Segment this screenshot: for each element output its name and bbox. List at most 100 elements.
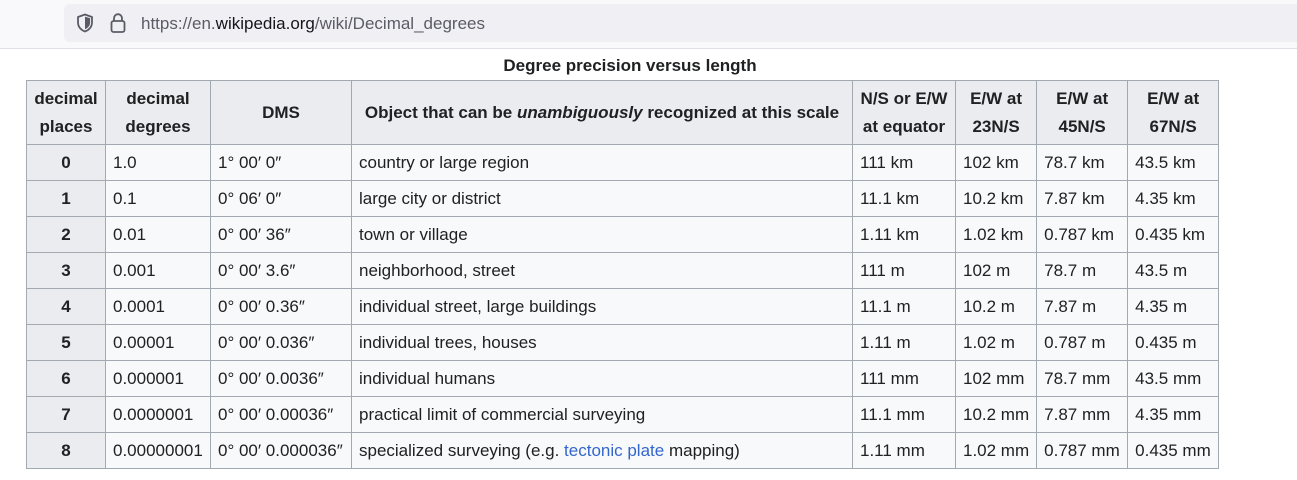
cell-places: 2 — [26, 216, 106, 253]
object-text: mapping) — [664, 440, 740, 460]
cell-ew67: 4.35 m — [1127, 288, 1220, 325]
cell-ew67: 4.35 mm — [1127, 396, 1220, 433]
header-text: decimal — [126, 88, 190, 108]
cell-ew45: 0.787 m — [1036, 324, 1129, 361]
cell-ew23: 1.02 km — [954, 216, 1038, 253]
cell-ew67: 0.435 mm — [1127, 432, 1220, 469]
cell-dms: 0° 00′ 36″ — [210, 216, 352, 253]
header-text: N/S or E/W — [860, 88, 948, 108]
header-text: E/W at — [1056, 88, 1109, 108]
cell-ew23: 1.02 m — [954, 324, 1038, 361]
cell-equator: 11.1 km — [852, 180, 956, 217]
cell-places: 4 — [26, 288, 106, 325]
cell-places: 6 — [26, 360, 106, 397]
cell-ew45: 0.787 mm — [1036, 432, 1129, 469]
cell-dms: 0° 00′ 0.036″ — [210, 324, 352, 361]
header-text: recognized at this scale — [642, 102, 840, 122]
cell-dms: 0° 00′ 0.00036″ — [210, 396, 352, 433]
table-row: 4 0.0001 0° 00′ 0.36″ individual street,… — [26, 288, 1220, 325]
header-text: E/W at — [970, 88, 1023, 108]
browser-toolbar: https://en.wikipedia.org/wiki/Decimal_de… — [0, 0, 1297, 49]
table-row: 0 1.0 1° 00′ 0″ country or large region … — [26, 144, 1220, 181]
cell-degrees: 0.0001 — [105, 288, 211, 325]
col-dms[interactable]: DMS — [210, 80, 352, 145]
table-row: 8 0.00000001 0° 00′ 0.000036″ specialize… — [26, 432, 1220, 469]
cell-object: individual trees, houses — [351, 324, 853, 361]
col-ew-45[interactable]: E/W at 45N/S — [1036, 80, 1129, 145]
col-equator[interactable]: N/S or E/W at equator — [852, 80, 956, 145]
cell-object: large city or district — [351, 180, 853, 217]
cell-places: 8 — [26, 432, 106, 469]
header-text: E/W at — [1147, 88, 1200, 108]
table-row: 7 0.0000001 0° 00′ 0.00036″ practical li… — [26, 396, 1220, 433]
cell-dms: 0° 00′ 0.36″ — [210, 288, 352, 325]
col-object[interactable]: Object that can be unambiguously recogni… — [351, 80, 853, 145]
cell-object: individual street, large buildings — [351, 288, 853, 325]
cell-degrees: 0.001 — [105, 252, 211, 289]
cell-ew45: 78.7 mm — [1036, 360, 1129, 397]
cell-ew23: 10.2 m — [954, 288, 1038, 325]
cell-equator: 11.1 m — [852, 288, 956, 325]
shield-icon[interactable] — [76, 13, 94, 33]
header-emphasis: unambiguously — [516, 102, 643, 122]
cell-degrees: 0.0000001 — [105, 396, 211, 433]
cell-object: neighborhood, street — [351, 252, 853, 289]
header-text: DMS — [262, 102, 300, 122]
cell-ew23: 102 km — [954, 144, 1038, 181]
cell-degrees: 0.00000001 — [105, 432, 211, 469]
cell-equator: 111 km — [852, 144, 956, 181]
cell-equator: 11.1 mm — [852, 396, 956, 433]
cell-equator: 111 m — [852, 252, 956, 289]
cell-ew45: 78.7 km — [1036, 144, 1129, 181]
cell-dms: 1° 00′ 0″ — [210, 144, 352, 181]
url-domain: wikipedia.org — [215, 14, 315, 33]
header-text: decimal — [34, 88, 98, 108]
lock-icon[interactable] — [109, 12, 127, 34]
cell-object: individual humans — [351, 360, 853, 397]
url-prefix: https://en. — [141, 14, 216, 33]
cell-places: 3 — [26, 252, 106, 289]
cell-ew67: 43.5 m — [1127, 252, 1220, 289]
table-row: 3 0.001 0° 00′ 3.6″ neighborhood, street… — [26, 252, 1220, 289]
cell-ew67: 43.5 mm — [1127, 360, 1220, 397]
col-decimal-degrees[interactable]: decimal degrees — [105, 80, 211, 145]
cell-ew45: 7.87 mm — [1036, 396, 1129, 433]
cell-ew67: 43.5 km — [1127, 144, 1220, 181]
table-row: 2 0.01 0° 00′ 36″ town or village 1.11 k… — [26, 216, 1220, 253]
cell-ew23: 1.02 mm — [954, 432, 1038, 469]
header-text: 45N/S — [1058, 116, 1106, 136]
cell-ew67: 0.435 m — [1127, 324, 1220, 361]
cell-ew67: 4.35 km — [1127, 180, 1220, 217]
precision-table: decimal places decimal degrees DMS Object … — [26, 80, 1220, 469]
col-ew-67[interactable]: E/W at 67N/S — [1127, 80, 1220, 145]
table-row: 5 0.00001 0° 00′ 0.036″ individual trees… — [26, 324, 1220, 361]
cell-ew45: 78.7 m — [1036, 252, 1129, 289]
header-text: 67N/S — [1149, 116, 1197, 136]
cell-degrees: 0.01 — [105, 216, 211, 253]
cell-degrees: 0.00001 — [105, 324, 211, 361]
cell-object: town or village — [351, 216, 853, 253]
cell-object: specialized surveying (e.g. tectonic pla… — [351, 432, 853, 469]
cell-ew45: 0.787 km — [1036, 216, 1129, 253]
cell-dms: 0° 06′ 0″ — [210, 180, 352, 217]
cell-ew67: 0.435 km — [1127, 216, 1220, 253]
address-bar[interactable] — [64, 4, 1297, 42]
col-ew-23[interactable]: E/W at 23N/S — [954, 80, 1038, 145]
url-text[interactable]: https://en.wikipedia.org/wiki/Decimal_de… — [141, 14, 485, 34]
cell-places: 7 — [26, 396, 106, 433]
tectonic-plate-link[interactable]: tectonic plate — [564, 440, 665, 460]
cell-ew23: 10.2 mm — [954, 396, 1038, 433]
table-row: 6 0.000001 0° 00′ 0.0036″ individual hum… — [26, 360, 1220, 397]
cell-places: 1 — [26, 180, 106, 217]
cell-dms: 0° 00′ 0.000036″ — [210, 432, 352, 469]
cell-places: 0 — [26, 144, 106, 181]
cell-equator: 1.11 m — [852, 324, 956, 361]
cell-dms: 0° 00′ 3.6″ — [210, 252, 352, 289]
object-text: specialized surveying (e.g. — [359, 440, 565, 460]
table-caption: Degree precision versus length — [503, 56, 757, 75]
header-text: 23N/S — [972, 116, 1020, 136]
cell-ew23: 102 mm — [954, 360, 1038, 397]
url-path: /wiki/Decimal_degrees — [314, 14, 485, 33]
header-text: places — [39, 116, 93, 136]
col-decimal-places[interactable]: decimal places — [26, 80, 106, 145]
